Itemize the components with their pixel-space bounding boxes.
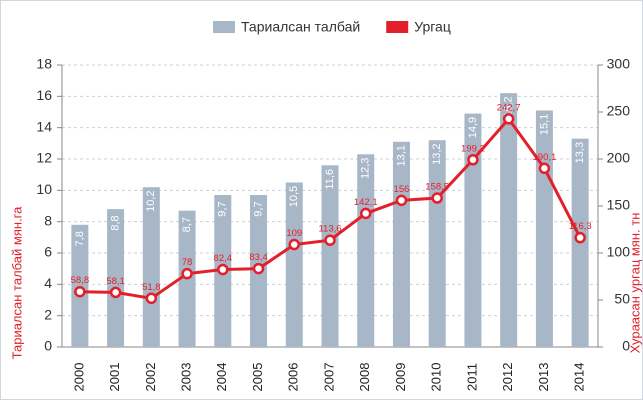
x-tick-label: 2013: [536, 363, 551, 392]
y-tick-label: 14: [36, 118, 52, 134]
point-label: 116,3: [569, 221, 592, 232]
bar: [464, 113, 482, 347]
y2-tick-label: 100: [607, 244, 631, 260]
x-tick-label: 2003: [179, 363, 194, 392]
point: [252, 262, 265, 275]
bar-label: 13,2: [431, 143, 443, 164]
bar-label: 10,5: [288, 186, 300, 207]
bar-label: 16,2: [503, 96, 515, 117]
point-label: 82,4: [214, 253, 233, 264]
point-label: 51,8: [142, 282, 161, 293]
point: [431, 192, 443, 204]
y-tick-label: 18: [36, 56, 52, 72]
point: [359, 207, 372, 220]
legend-swatch: [386, 21, 409, 33]
bar-label: 8,8: [110, 215, 122, 230]
y-tick-label: 2: [44, 306, 52, 322]
x-tick-label: 2012: [500, 363, 515, 392]
point-label: 58,8: [71, 275, 90, 286]
bar-label: 15,1: [538, 114, 550, 135]
y2-tick-label: 50: [614, 291, 630, 307]
point: [288, 238, 301, 251]
y2-tick-label: 150: [607, 197, 631, 213]
point-label: 58,1: [106, 276, 125, 287]
x-tick-label: 2008: [357, 363, 372, 392]
bar: [107, 209, 125, 347]
point: [109, 286, 122, 299]
point-label: 78: [182, 257, 193, 268]
bar: [71, 224, 89, 347]
bar: [535, 110, 553, 347]
x-tick-label: 2006: [286, 363, 301, 392]
bar: [285, 182, 303, 347]
y-axis-title: Тариалсан талбай мян.га: [9, 206, 24, 360]
y-tick-label: 4: [44, 275, 52, 291]
bar-label: 13,1: [395, 145, 407, 166]
point: [324, 234, 336, 246]
x-tick-label: 2002: [143, 363, 158, 392]
point-label: 242,7: [497, 102, 521, 113]
point-label: 113,6: [318, 224, 341, 235]
bar: [142, 187, 160, 347]
bar-label: 7,8: [74, 231, 86, 246]
point: [145, 292, 158, 305]
y-tick-label: 16: [36, 87, 52, 103]
y2-tick-label: 0: [622, 338, 630, 354]
bar-label: 9,7: [252, 201, 264, 216]
bar-label: 11,6: [324, 169, 336, 190]
bar: [357, 154, 375, 347]
point: [74, 285, 86, 298]
y-tick-label: 0: [44, 338, 52, 354]
x-tick-label: 2014: [572, 363, 587, 392]
legend-label: Ургац: [414, 19, 451, 35]
bar-label: 9,7: [217, 201, 229, 216]
point: [181, 267, 193, 280]
bar: [392, 141, 410, 347]
bar-label: 13,3: [574, 142, 586, 163]
bar-label: 8,7: [181, 217, 193, 232]
point-label: 156: [394, 184, 410, 195]
point: [217, 263, 229, 276]
bar-label: 14,9: [467, 117, 479, 138]
x-tick-label: 2007: [321, 363, 336, 392]
x-tick-label: 2011: [464, 363, 479, 391]
y-tick-label: 10: [36, 181, 52, 197]
y2-tick-label: 250: [607, 103, 631, 119]
x-tick-label: 2001: [107, 363, 122, 392]
point-label: 158,5: [425, 182, 449, 193]
legend-swatch: [213, 21, 235, 33]
y2-tick-label: 200: [607, 150, 631, 166]
point-label: 83,4: [249, 252, 268, 263]
y2-axis-title: Хураасан ургац мян. тн: [627, 213, 642, 354]
point: [574, 231, 586, 244]
bar: [428, 140, 446, 347]
bar-label: 10,2: [145, 190, 157, 211]
x-tick-label: 2005: [250, 363, 265, 392]
point-label: 109: [286, 228, 302, 239]
x-tick-label: 2010: [429, 363, 444, 392]
bar: [500, 93, 518, 347]
point: [502, 113, 515, 125]
bar: [321, 165, 339, 347]
point-label: 142,1: [354, 197, 378, 208]
x-tick-label: 2009: [393, 363, 408, 392]
y-tick-label: 8: [44, 212, 52, 228]
y-tick-label: 12: [36, 150, 52, 166]
y-tick-label: 6: [44, 244, 52, 260]
point: [538, 162, 551, 175]
legend-label: Тариалсан талбай: [241, 19, 360, 35]
point: [467, 154, 479, 166]
x-tick-label: 2000: [71, 363, 86, 392]
y2-tick-label: 300: [607, 56, 631, 72]
x-tick-label: 2004: [214, 363, 229, 392]
point-label: 190,1: [533, 152, 557, 163]
point: [395, 194, 408, 207]
point-label: 199,2: [461, 143, 485, 154]
bar-label: 12,3: [360, 158, 372, 179]
